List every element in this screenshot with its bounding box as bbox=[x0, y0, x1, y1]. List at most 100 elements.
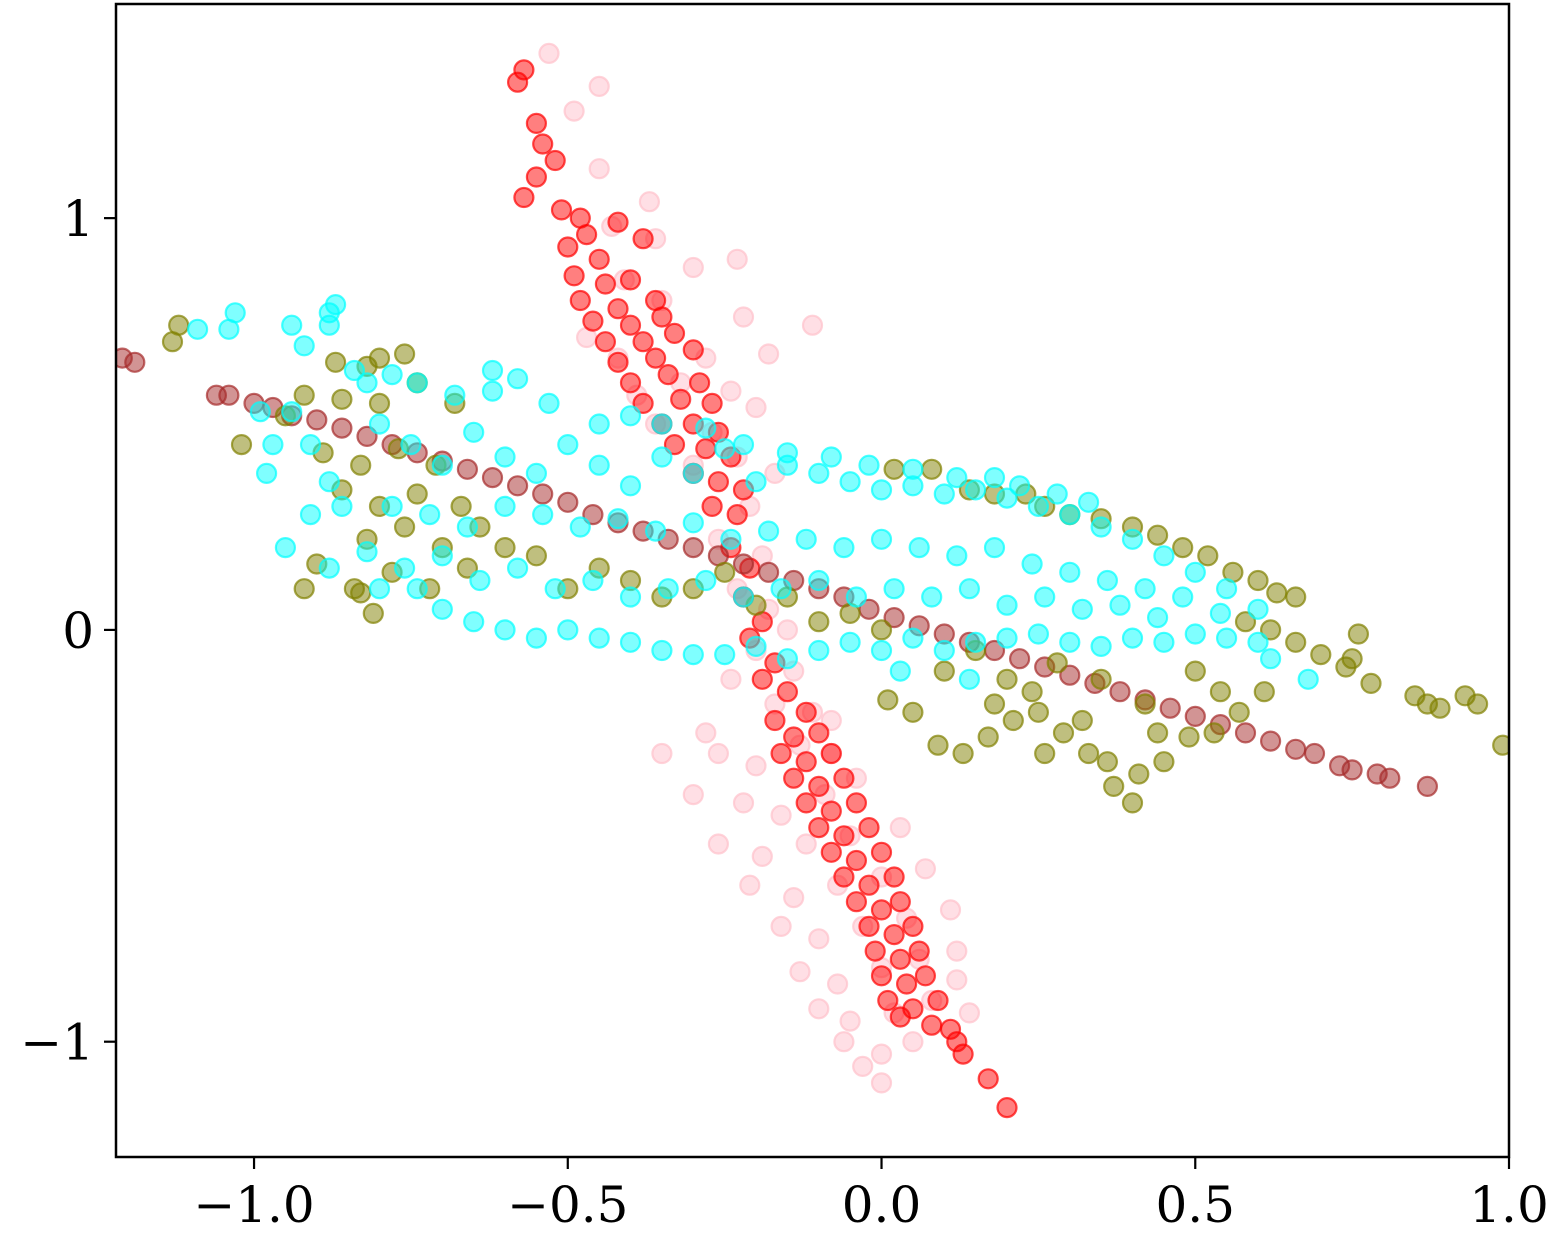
series-1-point bbox=[764, 709, 786, 732]
series-4-point bbox=[1077, 491, 1100, 513]
series-4-point bbox=[833, 536, 855, 559]
series-0-point bbox=[751, 845, 773, 868]
series-0-point bbox=[958, 1002, 981, 1024]
series-2-point bbox=[331, 417, 353, 439]
series-3-point bbox=[1266, 582, 1288, 604]
series-1-point bbox=[858, 915, 880, 938]
series-1-point bbox=[820, 800, 842, 822]
x-tick-label: −0.5 bbox=[507, 1176, 628, 1234]
series-4-point bbox=[506, 557, 529, 579]
series-2-point bbox=[582, 503, 604, 526]
series-1-point bbox=[525, 166, 548, 188]
series-4-point bbox=[946, 467, 968, 489]
series-0 bbox=[538, 42, 981, 1094]
series-4-point bbox=[619, 631, 642, 653]
series-0-point bbox=[745, 755, 767, 777]
series-0-point bbox=[720, 668, 742, 690]
y-tick-label: −1 bbox=[20, 1014, 94, 1072]
series-0-point bbox=[707, 742, 730, 765]
x-tick-label: 0.0 bbox=[842, 1176, 922, 1234]
series-3-point bbox=[1209, 681, 1232, 703]
series-3-point bbox=[1027, 701, 1050, 723]
series-3-point bbox=[1021, 681, 1043, 703]
series-2-point bbox=[1341, 759, 1363, 781]
series-4-point bbox=[644, 520, 667, 542]
series-1-point bbox=[783, 767, 805, 789]
series-4-point bbox=[795, 528, 817, 550]
series-3-point bbox=[1172, 536, 1194, 559]
series-3-point bbox=[1285, 631, 1307, 653]
series-2-point bbox=[532, 483, 554, 505]
series-4-point bbox=[839, 471, 861, 493]
series-0-point bbox=[538, 42, 560, 65]
series-4-point bbox=[983, 536, 1006, 559]
series-4-point bbox=[964, 479, 987, 501]
series-4-point bbox=[293, 335, 315, 357]
series-4-point bbox=[318, 314, 340, 336]
series-1-point bbox=[914, 965, 937, 987]
series-1-point bbox=[921, 1014, 943, 1036]
y-tick-label: 1 bbox=[62, 190, 94, 248]
series-1-point bbox=[908, 940, 930, 962]
series-3-point bbox=[952, 742, 974, 765]
data-points bbox=[116, 42, 1509, 1119]
series-1-point bbox=[619, 269, 642, 291]
series-1-point bbox=[895, 973, 918, 995]
series-1-point bbox=[688, 372, 711, 394]
series-4-point bbox=[544, 578, 566, 600]
series-4-point bbox=[481, 359, 504, 382]
series-0-point bbox=[833, 1031, 855, 1053]
series-4-point bbox=[1027, 495, 1050, 517]
series-1-point bbox=[588, 248, 610, 270]
series-3-point bbox=[933, 660, 955, 682]
series-3-point bbox=[331, 388, 353, 410]
series-4-point bbox=[356, 372, 378, 394]
series-4-point bbox=[557, 434, 579, 456]
series-1-point bbox=[695, 438, 717, 460]
series-0-point bbox=[732, 792, 755, 814]
series-4-point bbox=[262, 434, 284, 456]
series-4-point bbox=[494, 446, 516, 468]
series-4-point bbox=[506, 368, 529, 390]
series-0-point bbox=[946, 940, 968, 962]
series-1-point bbox=[770, 742, 792, 765]
series-3-point bbox=[293, 578, 315, 600]
series-4-point bbox=[1090, 516, 1112, 538]
series-3-point bbox=[1285, 586, 1307, 608]
series-4-point bbox=[745, 635, 767, 658]
series-0-point bbox=[808, 998, 830, 1020]
series-4-point bbox=[1259, 648, 1282, 670]
series-4-point bbox=[1153, 631, 1175, 653]
series-1-point bbox=[657, 364, 679, 386]
series-2-point bbox=[1416, 775, 1439, 798]
series-1-point bbox=[594, 331, 617, 353]
series-3-point bbox=[877, 689, 899, 711]
series-3-point bbox=[1052, 722, 1075, 744]
series-4-point bbox=[776, 648, 799, 670]
series-1-point bbox=[632, 228, 654, 250]
series-0-point bbox=[808, 928, 830, 950]
series-4-point bbox=[318, 557, 340, 579]
series-4-point bbox=[1247, 631, 1269, 653]
series-4-point bbox=[1071, 598, 1093, 620]
series-3-point bbox=[1347, 623, 1370, 645]
series-4-point bbox=[682, 643, 704, 666]
x-tick-label: 0.5 bbox=[1155, 1176, 1235, 1234]
series-1-point bbox=[889, 948, 911, 970]
series-4-point bbox=[431, 454, 453, 476]
series-3-point bbox=[1203, 722, 1225, 744]
series-4-point bbox=[1297, 668, 1319, 690]
series-3 bbox=[161, 314, 1509, 814]
series-3-point bbox=[1121, 792, 1144, 814]
series-0-point bbox=[889, 816, 911, 839]
series-4-point bbox=[318, 471, 340, 493]
series-4-point bbox=[532, 503, 554, 526]
series-3-point bbox=[902, 701, 924, 723]
series-4-point bbox=[902, 627, 924, 649]
series-3-point bbox=[362, 602, 384, 625]
series-4-point bbox=[1021, 553, 1043, 575]
series-4-point bbox=[431, 598, 453, 620]
series-4-point bbox=[607, 508, 629, 530]
series-1-point bbox=[870, 899, 893, 921]
series-3-point bbox=[808, 611, 830, 633]
